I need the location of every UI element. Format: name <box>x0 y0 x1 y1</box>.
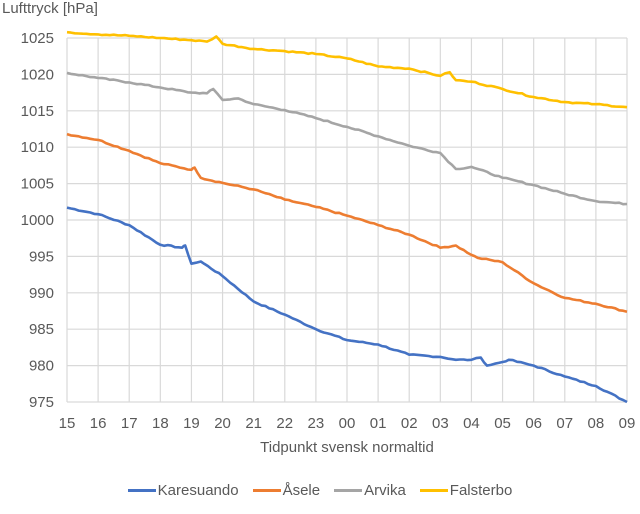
legend-swatch <box>334 489 363 492</box>
x-tick-label: 21 <box>245 415 262 432</box>
legend-label: Karesuando <box>157 482 239 499</box>
legend-item: Karesuando <box>127 482 239 499</box>
legend-swatch <box>127 489 156 492</box>
x-tick-label: 00 <box>339 415 356 432</box>
y-tick-label: 1025 <box>21 30 54 47</box>
x-tick-label: 23 <box>308 415 325 432</box>
y-tick-label: 1020 <box>21 66 54 83</box>
series-line-falsterbo <box>66 30 628 109</box>
series-line-arvika <box>66 71 628 206</box>
series-line-karesuando <box>66 206 628 404</box>
legend-item: Arvika <box>334 482 406 499</box>
y-tick-label: 980 <box>29 358 54 375</box>
x-tick-label: 15 <box>59 415 76 432</box>
series-line-sele <box>66 132 628 313</box>
x-tick-label: 01 <box>370 415 387 432</box>
x-tick-label: 03 <box>432 415 449 432</box>
legend-label: Arvika <box>364 482 406 499</box>
series-lines <box>66 30 628 404</box>
x-tick-label: 09 <box>619 415 636 432</box>
y-tick-label: 1010 <box>21 139 54 156</box>
x-tick-label: 19 <box>183 415 200 432</box>
y-tick-labels: 975 980 985 990 995 1000 1005 1010 1015 1020 1025 <box>21 30 54 411</box>
y-axis-title: Lufttryck [hPa] <box>2 0 98 17</box>
x-tick-label: 17 <box>121 415 138 432</box>
y-tick-label: 1005 <box>21 176 54 193</box>
y-tick-label: 1015 <box>21 103 54 120</box>
x-tick-label: 05 <box>494 415 511 432</box>
x-tick-labels: 15 16 17 18 19 20 21 22 23 00 01 02 03 04 05 06 07 08 09 <box>59 415 636 432</box>
y-tick-label: 1000 <box>21 212 54 229</box>
x-tick-label: 20 <box>214 415 231 432</box>
x-tick-label: 02 <box>401 415 418 432</box>
x-tick-label: 18 <box>152 415 169 432</box>
gridlines <box>66 37 628 403</box>
x-tick-label: 08 <box>588 415 605 432</box>
y-tick-label: 995 <box>29 248 54 265</box>
legend-label: Åsele <box>282 482 321 499</box>
legend-swatch <box>252 489 281 492</box>
legend-item: Åsele <box>252 482 321 499</box>
x-tick-label: 04 <box>463 415 480 432</box>
x-tick-label: 22 <box>276 415 293 432</box>
x-tick-label: 16 <box>90 415 107 432</box>
legend: Karesuando Åsele Arvika Falsterbo <box>0 482 640 499</box>
legend-item: Falsterbo <box>419 482 513 499</box>
y-tick-label: 990 <box>29 285 54 302</box>
x-axis-title: Tidpunkt svensk normaltid <box>260 439 434 456</box>
x-tick-label: 07 <box>556 415 573 432</box>
legend-label: Falsterbo <box>449 482 513 499</box>
x-tick-label: 06 <box>525 415 542 432</box>
y-tick-label: 975 <box>29 394 54 411</box>
y-tick-label: 985 <box>29 321 54 338</box>
legend-swatch <box>419 489 448 492</box>
